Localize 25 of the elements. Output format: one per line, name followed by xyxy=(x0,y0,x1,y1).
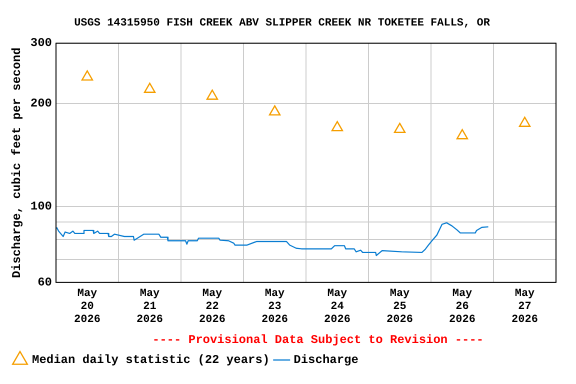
y-tick-label: 300 xyxy=(30,36,52,50)
x-tick-label: May 20 2026 xyxy=(74,288,100,326)
point xyxy=(394,122,406,134)
point xyxy=(456,129,468,140)
x-tick-label: May 27 2026 xyxy=(512,288,538,326)
point xyxy=(268,105,281,116)
legend-label: Median daily statistic (22 years) xyxy=(32,353,270,368)
x-tick-label: May 24 2026 xyxy=(324,288,350,326)
y-axis-title: Discharge, cubic feet per second xyxy=(10,48,24,278)
point xyxy=(144,82,156,93)
y-tick-label: 200 xyxy=(30,96,52,110)
chart-title: USGS 14315950 FISH CREEK ABV SLIPPER CREEK NR TOKETEE FALLS, OR xyxy=(74,17,490,30)
x-tick-label: May 23 2026 xyxy=(262,288,288,326)
point xyxy=(81,70,94,81)
x-tick-label: May 26 2026 xyxy=(449,288,476,326)
point xyxy=(206,90,218,100)
text: ---- Provisional Data Subject to Revision ---- xyxy=(152,333,484,348)
point xyxy=(518,116,531,127)
x-tick-label: May 25 2026 xyxy=(386,288,413,326)
y-tick-label: 100 xyxy=(30,199,52,214)
x-tick-label: May 22 2026 xyxy=(199,288,226,326)
x-tick-label: May 21 2026 xyxy=(136,288,163,326)
legend-label: Discharge xyxy=(294,353,358,368)
y-tick-label: 60 xyxy=(38,275,52,290)
point xyxy=(331,120,344,132)
